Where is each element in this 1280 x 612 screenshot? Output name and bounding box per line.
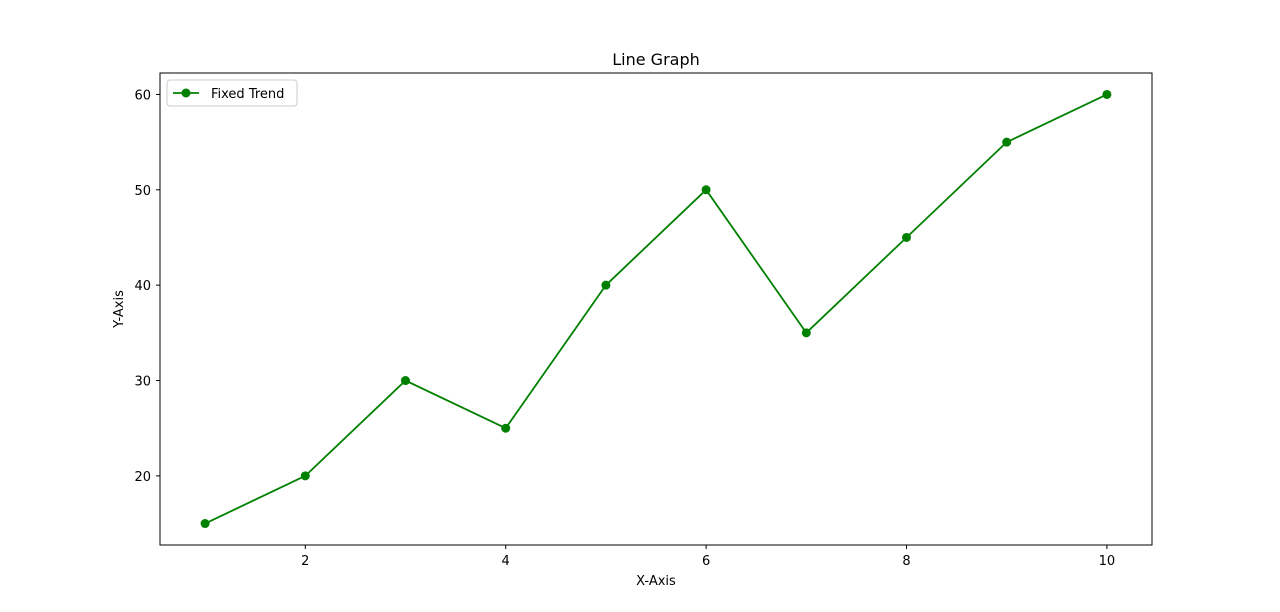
data-point [1002, 137, 1012, 147]
x-tick-label: 10 [1099, 554, 1116, 569]
chart-title: Line Graph [612, 50, 700, 69]
x-tick-label: 8 [902, 554, 910, 569]
data-point [801, 328, 811, 338]
y-tick-label: 30 [134, 375, 151, 390]
y-tick-label: 40 [134, 279, 151, 294]
data-point [200, 519, 210, 529]
data-point [701, 185, 711, 195]
x-tick-label: 4 [502, 554, 510, 569]
legend-box [166, 79, 298, 107]
x-axis-title: X-Axis [636, 574, 676, 589]
legend: Fixed Trend [166, 79, 298, 107]
plot-area: 2 4 6 8 10 20 30 40 50 60 [134, 72, 1153, 569]
data-point [601, 280, 611, 290]
x-tick-label: 2 [301, 554, 309, 569]
series-line [204, 93, 1108, 525]
data-point [400, 376, 410, 386]
y-tick-label: 50 [134, 184, 151, 199]
legend-marker-swatch [181, 88, 191, 98]
legend-label: Fixed Trend [211, 87, 284, 102]
data-point [1102, 89, 1112, 99]
y-axis-title: Y-Axis [112, 290, 127, 329]
data-point [501, 423, 511, 433]
y-tick-label: 20 [134, 470, 151, 485]
data-point [300, 471, 310, 481]
y-tick-label: 60 [134, 88, 151, 103]
data-point [902, 232, 912, 242]
axes-frame [159, 72, 1153, 546]
x-tick-label: 6 [702, 554, 710, 569]
